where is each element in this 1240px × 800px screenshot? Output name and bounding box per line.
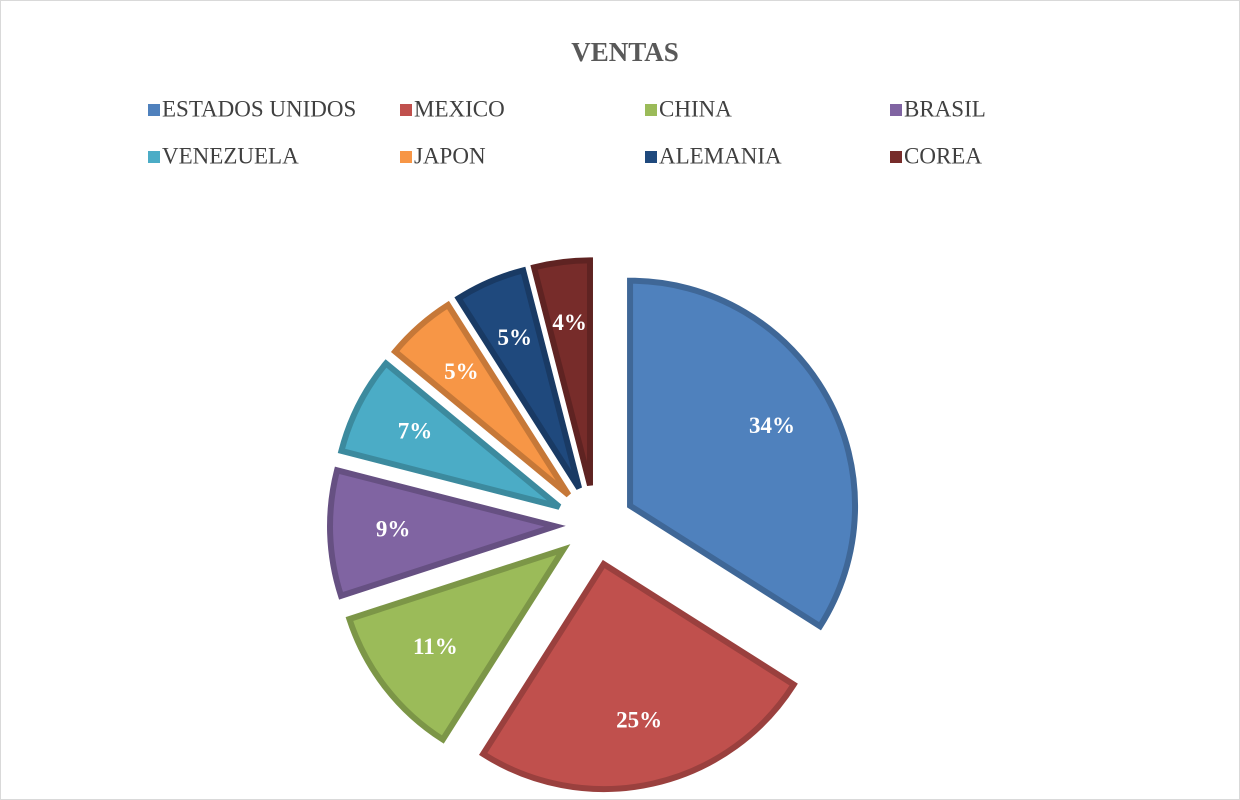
legend-swatch [890, 151, 902, 163]
data-label: 5% [498, 325, 533, 350]
data-label: 9% [376, 517, 411, 542]
pie-slice [530, 257, 593, 487]
data-label: 11% [413, 634, 458, 659]
pie-slice [345, 544, 571, 744]
pie-slice [479, 559, 798, 792]
legend-label: JAPON [414, 143, 486, 168]
legend-label: CHINA [659, 96, 732, 121]
legend-label: MEXICO [414, 96, 505, 121]
legend-swatch [400, 151, 412, 163]
pie-slice [327, 466, 566, 600]
chart-title: VENTAS [571, 37, 679, 67]
legend-label: ALEMANIA [659, 143, 782, 168]
legend-swatch [148, 151, 160, 163]
legend-label: COREA [904, 143, 982, 168]
legend-label: ESTADOS UNIDOS [162, 96, 356, 121]
legend-swatch [645, 151, 657, 163]
data-label: 25% [616, 707, 662, 732]
data-label: 7% [398, 419, 433, 444]
pie-slice [337, 359, 562, 510]
legend-swatch [400, 104, 412, 116]
pie-slice [627, 277, 859, 631]
legend-label: VENEZUELA [162, 143, 299, 168]
data-label: 5% [444, 359, 479, 384]
data-label: 4% [552, 310, 587, 335]
pie-slice [454, 266, 583, 490]
legend-swatch [148, 104, 160, 116]
legend-swatch [890, 104, 902, 116]
legend-swatch [645, 104, 657, 116]
pie-slice [390, 300, 572, 498]
legend-label: BRASIL [904, 96, 986, 121]
data-label: 34% [749, 413, 795, 438]
